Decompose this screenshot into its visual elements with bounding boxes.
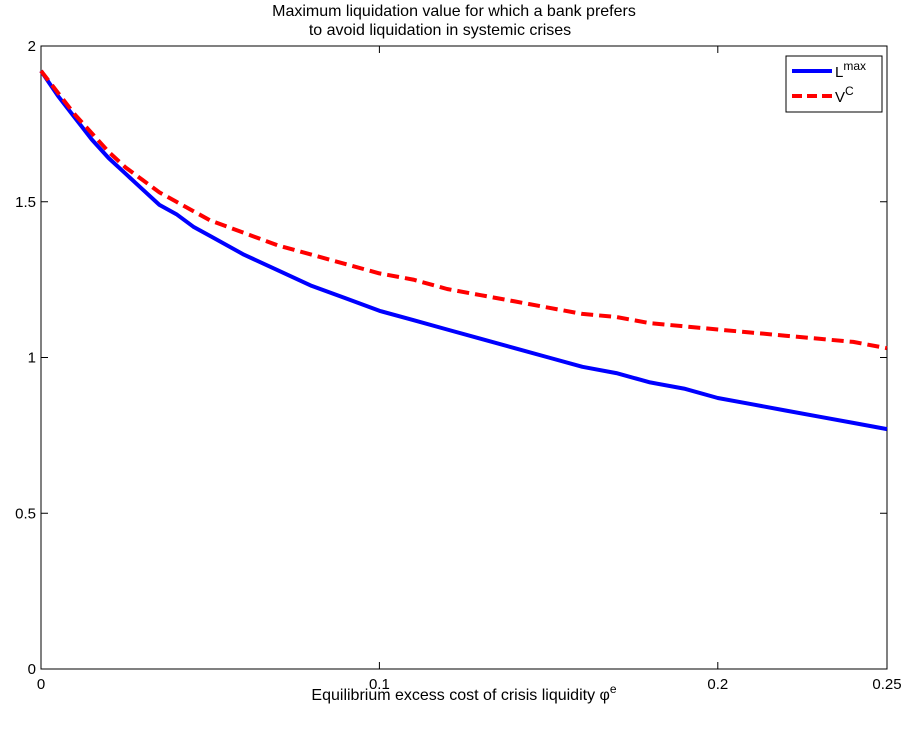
x-tick-label: 0.25 [872, 676, 901, 693]
series-line-0 [39, 69, 888, 432]
y-tick-label: 0 [28, 661, 36, 678]
legend-box [785, 55, 883, 113]
plot-border [40, 45, 888, 670]
x-tick-label: 0 [37, 676, 45, 693]
y-tick-label: 1.5 [15, 194, 36, 211]
x-tick-label: 0.1 [369, 676, 390, 693]
y-tick-label: 2 [28, 38, 36, 55]
x-tick-label: 0.2 [707, 676, 728, 693]
series-layer [39, 69, 888, 432]
y-tick-label: 1 [28, 350, 36, 367]
chart-title-line-1: Maximum liquidation value for which a ba… [272, 3, 636, 20]
y-tick-label: 0.5 [15, 505, 36, 522]
chart-title-line-2: to avoid liquidation in systemic crises [308, 22, 572, 39]
x-axis-label: Equilibrium excess cost of crisis liquid… [311, 682, 616, 704]
series-line-1 [39, 69, 888, 351]
plot-frame [40, 45, 888, 670]
axis-ticks: 0 0.1 0.2 0.25 0 0.5 1 1.5 2 [15, 38, 901, 693]
